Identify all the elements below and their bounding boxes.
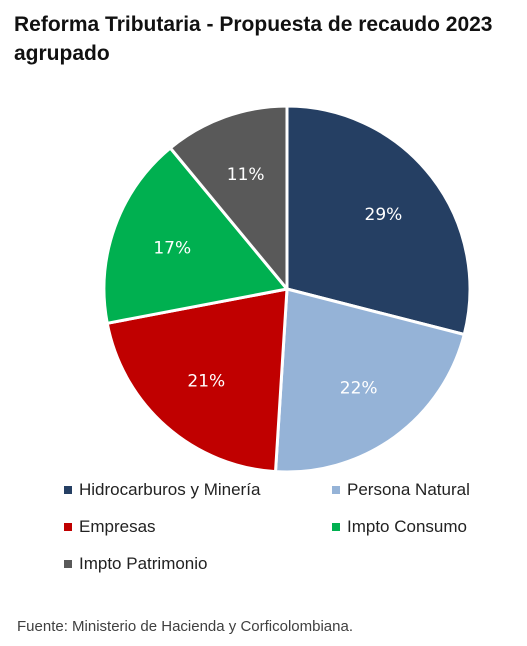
legend-entry: Impto Consumo [332,515,514,539]
slice-data-label: 17% [153,239,191,259]
legend-swatch [332,486,340,494]
chart-title: Reforma Tributaria - Propuesta de recaud… [14,13,493,65]
legend-swatch [64,560,72,568]
slice-data-label: 29% [365,205,403,225]
legend-label: Impto Patrimonio [79,554,208,573]
legend-swatch [332,523,340,531]
slice-data-label: 22% [340,379,378,399]
legend-swatch [64,523,72,531]
legend-entry: Persona Natural [332,478,514,502]
source-note: Fuente: Ministerio de Hacienda y Corfico… [17,618,353,635]
pie-slice-3 [102,146,289,325]
legend-label: Impto Consumo [347,517,467,536]
legend-entry: Hidrocarburos y Minería [64,478,332,502]
legend-swatch [64,486,72,494]
pie-slice-2 [105,287,289,474]
chart-legend: Hidrocarburos y Minería Persona Natural Em… [64,478,514,576]
legend-label: Empresas [79,517,156,536]
pie-slice-1 [274,287,466,474]
pie-slice-0 [285,104,472,337]
legend-entry: Impto Patrimonio [64,552,332,576]
pie-slice-4 [168,104,289,291]
legend-entry: Empresas [64,515,332,539]
legend-label: Hidrocarburos y Minería [79,480,261,499]
slice-data-label: 11% [227,165,265,185]
legend-label: Persona Natural [347,480,470,499]
slice-data-label: 21% [187,372,225,392]
